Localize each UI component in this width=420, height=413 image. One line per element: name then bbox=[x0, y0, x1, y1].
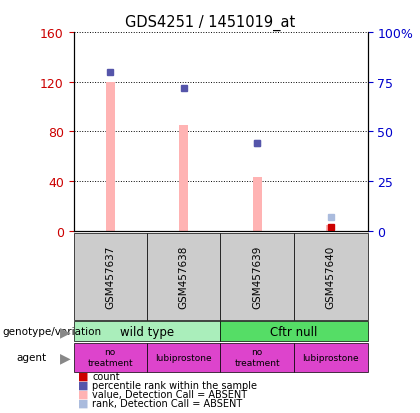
Text: ■: ■ bbox=[78, 398, 88, 408]
Bar bbox=[179, 126, 188, 231]
Bar bbox=[326, 225, 335, 231]
Text: lubiprostone: lubiprostone bbox=[302, 353, 359, 362]
Text: lubiprostone: lubiprostone bbox=[155, 353, 212, 362]
Text: no
treatment: no treatment bbox=[87, 348, 133, 367]
Text: count: count bbox=[92, 371, 120, 381]
Text: GSM457640: GSM457640 bbox=[326, 245, 336, 308]
Text: rank, Detection Call = ABSENT: rank, Detection Call = ABSENT bbox=[92, 398, 243, 408]
Text: GSM457638: GSM457638 bbox=[179, 245, 189, 309]
Text: GSM457637: GSM457637 bbox=[105, 245, 115, 309]
Text: GSM457639: GSM457639 bbox=[252, 245, 262, 309]
Bar bbox=[253, 178, 262, 231]
Text: ▶: ▶ bbox=[60, 350, 71, 364]
Text: ▶: ▶ bbox=[60, 324, 71, 338]
Text: value, Detection Call = ABSENT: value, Detection Call = ABSENT bbox=[92, 389, 247, 399]
Bar bbox=[106, 83, 115, 231]
Text: ■: ■ bbox=[78, 389, 88, 399]
Text: ■: ■ bbox=[78, 371, 88, 381]
Text: wild type: wild type bbox=[120, 325, 174, 338]
Text: no
treatment: no treatment bbox=[234, 348, 280, 367]
Text: Cftr null: Cftr null bbox=[270, 325, 318, 338]
Text: GDS4251 / 1451019_at: GDS4251 / 1451019_at bbox=[125, 14, 295, 31]
Text: genotype/variation: genotype/variation bbox=[2, 326, 101, 336]
Text: percentile rank within the sample: percentile rank within the sample bbox=[92, 380, 257, 390]
Text: agent: agent bbox=[17, 352, 47, 362]
Text: ■: ■ bbox=[78, 380, 88, 390]
